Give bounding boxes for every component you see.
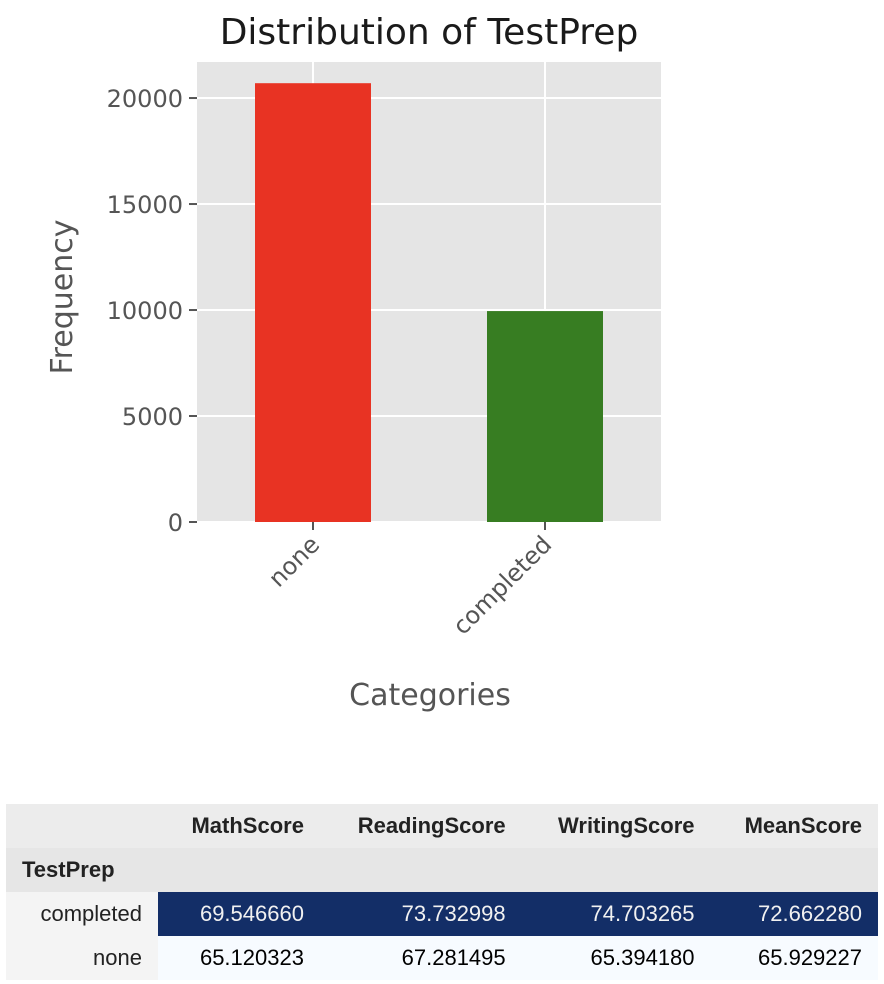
bar-chart: Distribution of TestPrep 0 5000 10000 15000… — [45, 12, 661, 713]
y-tick-label: 10000 — [107, 297, 183, 325]
bar-none — [255, 83, 371, 523]
index-name: TestPrep — [6, 848, 158, 892]
x-tick-label: none — [263, 530, 325, 592]
chart-title: Distribution of TestPrep — [220, 12, 639, 53]
index-row-blank — [710, 848, 878, 892]
cell-mean: 72.662280 — [710, 892, 878, 936]
x-axis-label: Categories — [349, 678, 511, 713]
y-tick-label: 15000 — [107, 191, 183, 219]
index-row-blank — [319, 848, 522, 892]
y-axis-ticks: 0 5000 10000 15000 20000 — [107, 85, 197, 537]
bar-completed — [487, 311, 603, 522]
index-name-row: TestPrep — [6, 848, 878, 892]
y-axis-label: Frequency — [45, 220, 80, 375]
cell-math: 69.546660 — [158, 892, 320, 936]
header-corner — [6, 804, 158, 848]
row-label: none — [6, 936, 158, 980]
cell-reading: 67.281495 — [319, 936, 522, 980]
column-header-math: MathScore — [158, 804, 320, 848]
cell-writing: 65.394180 — [521, 936, 711, 980]
row-label: completed — [6, 892, 158, 936]
cell-reading: 73.732998 — [319, 892, 522, 936]
bars — [255, 83, 603, 523]
column-header-reading: ReadingScore — [319, 804, 522, 848]
column-header-writing: WritingScore — [521, 804, 711, 848]
x-tick-label: completed — [447, 530, 557, 640]
y-tick-label: 20000 — [107, 85, 183, 113]
column-header-mean: MeanScore — [710, 804, 878, 848]
index-row-blank — [158, 848, 320, 892]
x-axis-ticks: none completed — [263, 522, 557, 640]
score-summary-table: MathScore ReadingScore WritingScore Mean… — [6, 804, 878, 980]
index-row-blank — [521, 848, 711, 892]
cell-math: 65.120323 — [158, 936, 320, 980]
table-row-none: none 65.120323 67.281495 65.394180 65.92… — [6, 936, 878, 980]
column-header-row: MathScore ReadingScore WritingScore Mean… — [6, 804, 878, 848]
y-tick-label: 0 — [168, 509, 183, 537]
y-tick-label: 5000 — [122, 403, 183, 431]
table-row-completed: completed 69.546660 73.732998 74.703265 … — [6, 892, 878, 936]
cell-writing: 74.703265 — [521, 892, 711, 936]
cell-mean: 65.929227 — [710, 936, 878, 980]
